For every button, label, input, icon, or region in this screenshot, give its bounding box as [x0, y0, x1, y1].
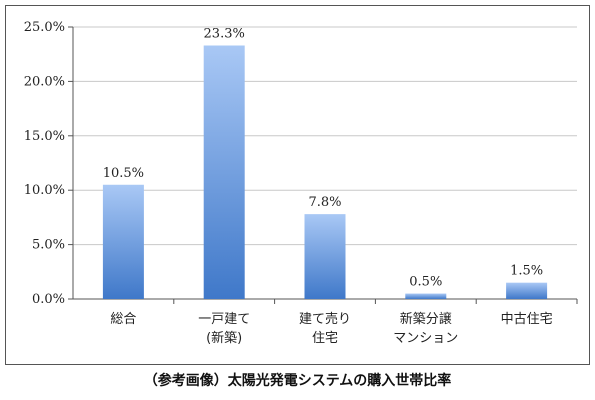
x-category-label: 中古住宅 — [501, 312, 553, 327]
y-tick-label: 10.0% — [24, 183, 65, 198]
bar — [506, 282, 548, 299]
data-label: 0.5% — [409, 275, 442, 290]
x-category-label: 新築分譲 — [400, 311, 452, 327]
y-tick-label: 15.0% — [24, 129, 65, 144]
y-tick-label: 25.0% — [24, 20, 65, 35]
bar — [405, 293, 447, 299]
x-category-label: 一戸建て — [198, 312, 250, 327]
bar — [102, 184, 144, 299]
x-category-label: 建て売り — [299, 311, 351, 327]
chart-caption: （参考画像）太陽光発電システムの購入世帯比率 — [143, 373, 452, 389]
data-label: 7.8% — [308, 195, 341, 210]
chart-frame: 0.0% 5.0% 10.0% 15.0% 20.0% 25.0% 10.5% 総合 23.3%… — [5, 5, 590, 365]
bar — [203, 45, 245, 299]
x-category-label: 総合 — [110, 312, 136, 327]
x-category-label: (新築) — [206, 330, 242, 346]
y-tick-label: 5.0% — [32, 238, 65, 253]
data-label: 23.3% — [204, 26, 245, 41]
y-tick-label: 20.0% — [24, 74, 65, 89]
data-label: 1.5% — [510, 264, 543, 279]
data-label: 10.5% — [103, 166, 144, 181]
bar-chart: 0.0% 5.0% 10.0% 15.0% 20.0% 25.0% 10.5% 総合 23.3%… — [5, 5, 590, 365]
chart-border — [5, 5, 590, 365]
bar — [304, 214, 346, 299]
x-category-label: 住宅 — [312, 331, 338, 346]
y-tick-label: 0.0% — [32, 292, 65, 307]
x-category-label: マンション — [393, 331, 458, 346]
